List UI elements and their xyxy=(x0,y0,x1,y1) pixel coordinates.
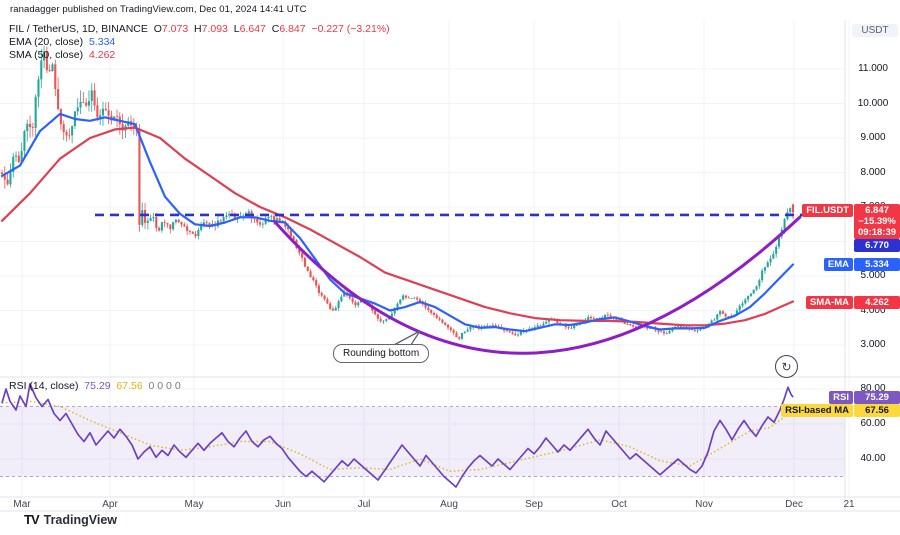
price-tick-label: 10.000 xyxy=(857,97,889,109)
rsi-tick-label: 40.00 xyxy=(860,453,886,464)
time-axis-label: Jul xyxy=(357,499,371,510)
rsi-ma-label-group: RSI-based MA 67.56 xyxy=(781,404,900,417)
cycle-arrow-icon[interactable]: ↻ xyxy=(775,355,798,378)
time-axis-label: Nov xyxy=(695,499,713,510)
rounding-bottom-arc[interactable] xyxy=(273,215,802,355)
grid-lines xyxy=(0,20,850,497)
candlesticks[interactable] xyxy=(0,45,795,341)
time-axis-label: Aug xyxy=(440,499,458,510)
price-tick-label: 9.000 xyxy=(860,132,886,143)
open-label: O xyxy=(153,23,162,35)
ema-20-line[interactable] xyxy=(0,112,795,333)
time-axis-label: Sep xyxy=(525,499,543,510)
rsi-ma-badge: 67.56 xyxy=(854,404,900,417)
rsi-zero-values: 0 0 0 0 xyxy=(148,380,181,392)
rsi-tag: RSI xyxy=(829,391,853,404)
sma-legend-row[interactable]: SMA (50, close) 4.262 xyxy=(9,49,115,62)
rsi-tick-label: 80.00 xyxy=(860,383,886,394)
close-value: 6.847 xyxy=(279,23,306,35)
sma-50-line[interactable] xyxy=(0,126,795,327)
symbol-price-badge: 6.847 −15.39% 09:18:39 xyxy=(854,204,900,239)
drawn-level-badge: 6.770 xyxy=(854,239,900,252)
sma-label: SMA (50, close) xyxy=(9,49,84,61)
rsi-legend-row[interactable]: RSI (14, close) 75.29 67.56 0 0 0 0 xyxy=(9,380,181,393)
price-tick-label: 8.000 xyxy=(860,166,886,178)
symbol-legend-row[interactable]: FIL / TetherUS, 1D, BINANCE O7.073 H7.09… xyxy=(9,23,390,36)
ema-label: EMA (20, close) xyxy=(9,36,84,48)
rsi-label: RSI (14, close) xyxy=(9,380,79,392)
rsi-badge: 75.29 xyxy=(854,391,900,404)
price-tick-label: 11.000 xyxy=(858,63,888,74)
time-axis-label: Oct xyxy=(611,499,627,510)
time-axis-label: May xyxy=(184,499,204,510)
publish-info-line: ranadagger published on TradingView.com,… xyxy=(10,4,307,15)
symbol-change-pct: −15.39% xyxy=(858,216,896,227)
rsi-ma-value: 67.56 xyxy=(116,380,143,392)
price-tick-label: 5.000 xyxy=(860,270,886,281)
tradingview-logo[interactable]: TV TradingView xyxy=(24,512,117,527)
rsi-band xyxy=(0,406,845,477)
low-label: L xyxy=(233,23,240,35)
open-value: 7.073 xyxy=(161,23,189,35)
tradingview-brand-name: TradingView xyxy=(43,512,118,527)
time-axis-label: Dec xyxy=(785,499,803,510)
rsi-value: 75.29 xyxy=(84,380,111,392)
rsi-ma-tag: RSI-based MA xyxy=(781,404,853,417)
time-axis-label: Apr xyxy=(102,499,118,510)
candle-countdown: 09:18:39 xyxy=(857,227,897,238)
drawn-level-label-group: 6.770 xyxy=(854,239,900,252)
sma-badge: 4.262 xyxy=(854,296,900,309)
high-label: H xyxy=(194,23,202,35)
ema-tag: EMA xyxy=(823,258,853,271)
high-value: 7.093 xyxy=(201,23,228,35)
rsi-line[interactable] xyxy=(1,382,794,488)
sma-label-group: SMA-MA 4.262 xyxy=(805,296,900,309)
rsi-tick-label: 60.00 xyxy=(860,418,886,429)
close-label: C xyxy=(271,23,280,35)
ema-badge: 5.334 xyxy=(854,258,900,271)
tradingview-mark-icon: TV xyxy=(24,512,40,527)
rounding-bottom-callout[interactable]: Rounding bottom xyxy=(333,344,430,363)
low-value: 6.647 xyxy=(239,23,266,35)
symbol-price-label-group: FIL.USDT 6.847 −15.39% 09:18:39 xyxy=(802,204,900,239)
rsi-ma-line[interactable] xyxy=(1,400,794,473)
change-value: −0.227 (−3.21%) xyxy=(311,23,390,35)
sma-tag: SMA-MA xyxy=(805,296,853,309)
ema-label-group: EMA 5.334 xyxy=(823,258,900,271)
ema-value: 5.334 xyxy=(88,36,116,48)
time-axis-label: 21 xyxy=(843,499,855,510)
time-axis-label: Mar xyxy=(13,499,31,510)
price-tick-label: 4.000 xyxy=(860,304,886,316)
symbol-tag: FIL.USDT xyxy=(802,204,853,217)
price-tick-label: 3.000 xyxy=(860,339,886,350)
price-axis-unit: USDT xyxy=(852,24,898,37)
ema-legend-row[interactable]: EMA (20, close) 5.334 xyxy=(9,36,115,49)
symbol-last-price: 6.847 xyxy=(865,205,889,216)
time-axis-label: Jun xyxy=(274,499,292,510)
symbol-title: FIL / TetherUS, 1D, BINANCE xyxy=(9,23,148,35)
sma-value: 4.262 xyxy=(88,49,116,61)
rsi-label-group: RSI 75.29 xyxy=(829,391,900,404)
